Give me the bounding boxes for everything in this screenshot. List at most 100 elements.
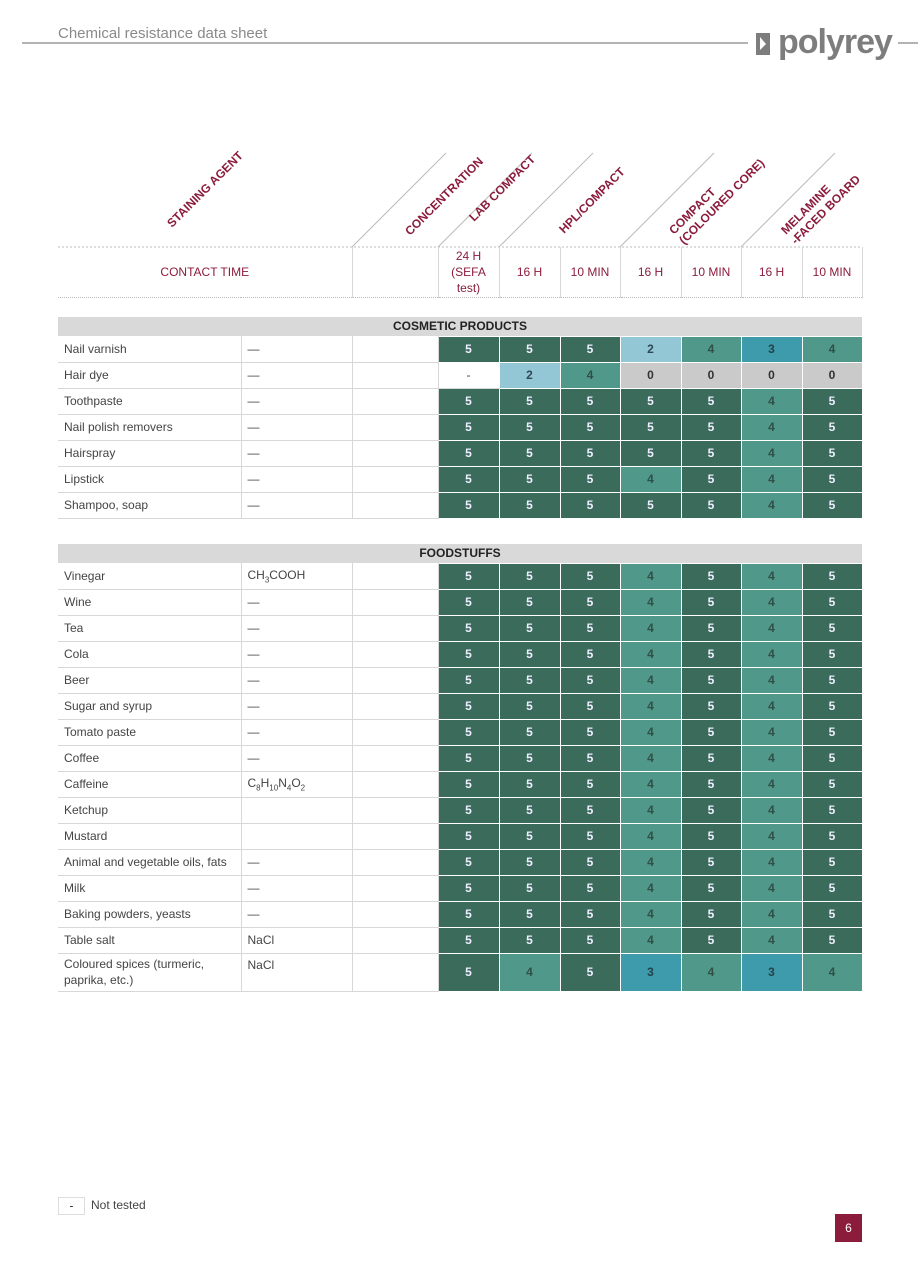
blank-cell — [352, 875, 439, 902]
rating: 4 — [740, 387, 803, 415]
rating: 5 — [498, 770, 561, 798]
rating: 5 — [498, 465, 561, 493]
rating: 5 — [801, 465, 863, 493]
rating: 0 — [801, 361, 863, 389]
agent-name: Table salt — [58, 927, 242, 954]
rating: 5 — [559, 614, 621, 642]
concentration: — — [241, 875, 353, 902]
data-row: Nail varnish —5 5 5 2 4 3 4 — [58, 335, 863, 363]
rating: 4 — [740, 822, 803, 850]
rating: 4 — [740, 718, 803, 746]
contact-time-line: (SEFA — [451, 264, 486, 279]
concentration-part: — — [247, 907, 260, 921]
rating: 5 — [437, 926, 500, 954]
rating: 4 — [740, 640, 803, 668]
blank-cell — [352, 667, 439, 694]
rating: 5 — [559, 718, 621, 746]
data-row: Cola —5 5 5 4 5 4 5 — [58, 640, 863, 668]
rating: 5 — [498, 692, 561, 720]
page-number: 6 — [835, 1214, 862, 1242]
rating: 5 — [559, 491, 621, 519]
page-title: Chemical resistance data sheet — [58, 25, 268, 42]
rating: 5 — [437, 874, 500, 902]
rating: - — [437, 361, 500, 389]
data-row: Ketchup 5 5 5 4 5 4 5 — [58, 796, 863, 824]
blank-cell — [352, 563, 439, 590]
contact-time-line: test) — [456, 280, 481, 295]
rating: 5 — [437, 796, 500, 824]
rating: 5 — [801, 796, 863, 824]
agent-name: Hairspray — [58, 440, 242, 467]
concentration-part: CH — [247, 567, 265, 582]
rating: 5 — [559, 796, 621, 824]
rating: 5 — [680, 926, 742, 954]
rating: 5 — [498, 413, 561, 441]
blank-cell — [352, 693, 439, 720]
rating: 4 — [619, 874, 682, 902]
blank-cell — [352, 362, 439, 389]
spacer-cell — [58, 518, 862, 544]
blank-cell — [352, 927, 439, 954]
rating: 5 — [559, 692, 621, 720]
blank-cell — [352, 388, 439, 415]
concentration: — — [241, 388, 353, 415]
rating: 5 — [619, 491, 682, 519]
rating: 5 — [801, 562, 863, 590]
rating: 4 — [740, 439, 803, 467]
rating: 4 — [740, 770, 803, 798]
rating: 5 — [680, 640, 742, 668]
blank-cell — [352, 336, 439, 363]
concentration-part: 2 — [300, 783, 306, 793]
data-row: Nail polish removers —5 5 5 5 5 4 5 — [58, 413, 863, 441]
concentration-part: — — [247, 446, 260, 460]
contact-time: 16 H — [620, 247, 682, 298]
agent-name: Beer — [58, 667, 242, 694]
rating: 4 — [619, 822, 682, 850]
rating: 5 — [680, 744, 742, 772]
rating: 4 — [619, 640, 682, 668]
rating: 5 — [498, 926, 561, 954]
rating: 5 — [680, 491, 742, 519]
data-table: CONTACT TIME 24 H (SEFA test) 16 H 10 MIN 16 H… — [58, 247, 863, 992]
rating: 5 — [559, 926, 621, 954]
rating: 5 — [498, 614, 561, 642]
agent-name: Sugar and syrup — [58, 693, 242, 720]
blank-cell — [352, 589, 439, 616]
rating: 5 — [680, 770, 742, 798]
contact-time-line: 10 MIN — [691, 264, 731, 279]
data-row: Baking powders, yeasts —5 5 5 4 5 4 5 — [58, 900, 863, 928]
rating: 5 — [437, 770, 500, 798]
blank-cell — [351, 247, 439, 298]
concentration: NaCl — [241, 927, 353, 954]
contact-time: 10 MIN — [802, 247, 863, 298]
rating: 2 — [619, 335, 682, 363]
section-header-row: COSMETIC PRODUCTS — [58, 317, 863, 336]
rating: 5 — [619, 439, 682, 467]
rating: 5 — [559, 666, 621, 694]
rating: 5 — [559, 640, 621, 668]
rating: 4 — [498, 952, 561, 992]
concentration-part: — — [247, 472, 260, 486]
contact-time-label: CONTACT TIME — [58, 247, 353, 298]
blank-cell — [352, 823, 439, 850]
blank-cell — [352, 797, 439, 824]
rating: 5 — [680, 718, 742, 746]
rating: 5 — [498, 439, 561, 467]
concentration-part: — — [247, 699, 260, 713]
rating: 4 — [619, 796, 682, 824]
rating: 5 — [437, 387, 500, 415]
rating: 4 — [740, 900, 803, 928]
rating: 5 — [619, 387, 682, 415]
rating: 2 — [498, 361, 561, 389]
rating: 5 — [437, 666, 500, 694]
data-row: Caffeine C8H10N4O2 5 5 5 4 5 4 5 — [58, 770, 863, 798]
rating: 5 — [680, 822, 742, 850]
concentration-part: COOH — [269, 567, 306, 582]
agent-name: Animal and vegetable oils, fats — [58, 849, 242, 876]
concentration-part: — — [247, 855, 260, 869]
rating: 4 — [740, 465, 803, 493]
rating: 0 — [740, 361, 803, 389]
rating: 5 — [619, 413, 682, 441]
rating: 5 — [680, 439, 742, 467]
